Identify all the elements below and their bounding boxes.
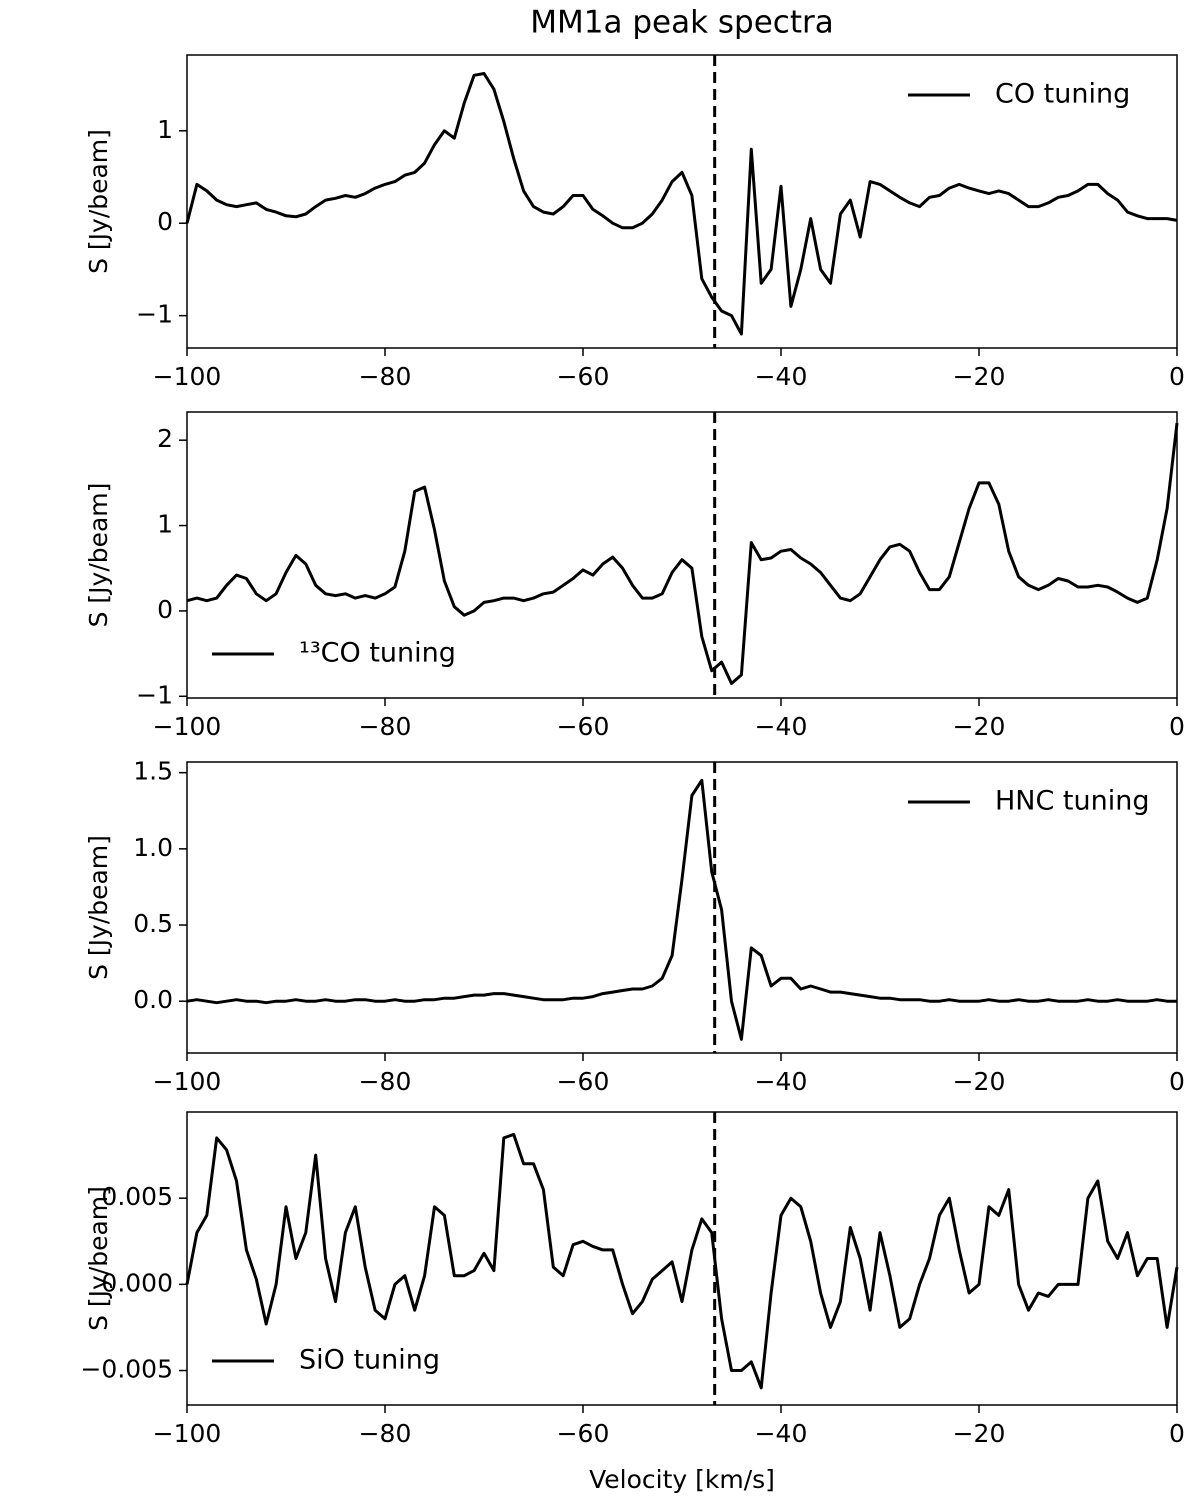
y-tick-label: 0: [157, 595, 173, 624]
y-tick-label: 0: [157, 207, 173, 236]
x-tick-label: −60: [557, 712, 610, 741]
x-tick-label: −40: [755, 1067, 808, 1096]
x-tick-label: 0: [1169, 362, 1185, 391]
x-tick-label: −80: [359, 1067, 412, 1096]
y-axis-label: S [Jy/beam]: [84, 129, 113, 274]
x-tick-label: −80: [359, 1419, 412, 1448]
x-tick-label: −60: [557, 1419, 610, 1448]
y-tick-label: −1: [136, 300, 173, 329]
y-tick-label: −1: [136, 680, 173, 709]
y-tick-label: 0.005: [101, 1182, 173, 1211]
y-axis-label: S [Jy/beam]: [84, 835, 113, 980]
spectrum-line: [186, 778, 1177, 1041]
x-tick-label: 0: [1169, 1067, 1185, 1096]
x-tick-label: −20: [953, 362, 1006, 391]
x-tick-label: −40: [755, 712, 808, 741]
x-axis-label: Velocity [km/s]: [589, 1465, 775, 1494]
x-tick-label: −40: [755, 362, 808, 391]
x-tick-label: −60: [557, 1067, 610, 1096]
y-axis-label: S [Jy/beam]: [84, 1186, 113, 1331]
spectrum-line: [186, 422, 1179, 685]
legend-label: HNC tuning: [995, 786, 1150, 817]
x-tick-label: 0: [1169, 1419, 1185, 1448]
y-tick-label: 0.5: [133, 909, 173, 938]
x-tick-label: −100: [153, 1067, 222, 1096]
y-tick-label: 1: [157, 510, 173, 539]
spectrum-line: [185, 72, 1178, 336]
y-tick-label: 0.000: [101, 1268, 173, 1297]
x-tick-label: −40: [755, 1419, 808, 1448]
y-tick-label: 0.0: [133, 985, 173, 1014]
spectrum-line: [185, 1132, 1179, 1390]
x-tick-label: −80: [359, 712, 412, 741]
x-tick-label: 0: [1169, 712, 1185, 741]
legend-label: CO tuning: [995, 79, 1130, 110]
legend-label: ¹³CO tuning: [299, 638, 456, 669]
x-tick-label: −20: [953, 712, 1006, 741]
x-tick-label: −80: [359, 362, 412, 391]
x-tick-label: −20: [953, 1067, 1006, 1096]
plot-frame: [186, 1111, 1178, 1406]
x-tick-label: −100: [153, 362, 222, 391]
legend-label: SiO tuning: [299, 1345, 440, 1376]
y-tick-label: 1.0: [133, 833, 173, 862]
y-tick-label: 1.5: [133, 757, 173, 786]
chart-title: MM1a peak spectra: [530, 5, 833, 41]
x-tick-label: −20: [953, 1419, 1006, 1448]
plot-frame: [186, 54, 1178, 349]
y-axis-label: S [Jy/beam]: [84, 483, 113, 628]
y-tick-label: −0.005: [80, 1355, 173, 1384]
y-tick-label: 1: [157, 115, 173, 144]
y-tick-label: 2: [157, 424, 173, 453]
x-tick-label: −60: [557, 362, 610, 391]
plot-frame: [186, 411, 1178, 699]
plot-frame: [186, 761, 1178, 1054]
x-tick-label: −100: [153, 1419, 222, 1448]
x-tick-label: −100: [153, 712, 222, 741]
